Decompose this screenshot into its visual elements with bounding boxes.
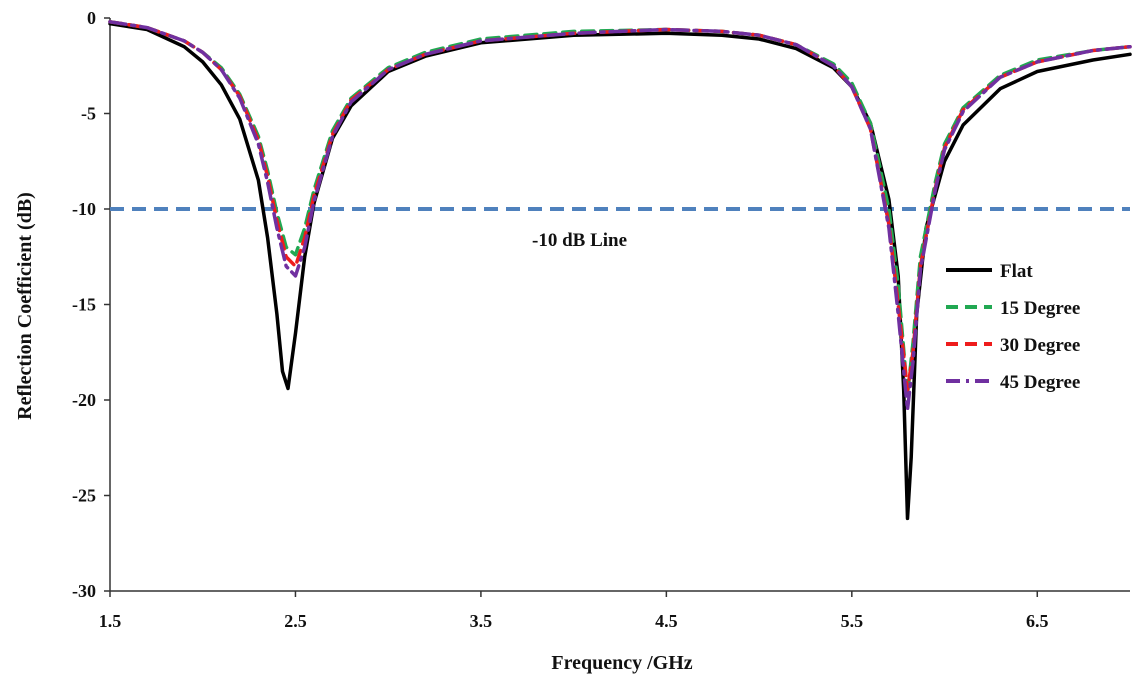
legend-label: 45 Degree: [1000, 372, 1080, 393]
y-tick-label: -20: [72, 390, 96, 410]
y-tick-label: -10: [72, 199, 96, 219]
x-tick-label: 4.5: [655, 611, 678, 631]
y-tick-label: -5: [81, 104, 96, 124]
x-tick-label: 3.5: [470, 611, 493, 631]
axes: [109, 18, 1130, 592]
x-tick-label: 2.5: [284, 611, 307, 631]
legend-label: 15 Degree: [1000, 298, 1080, 319]
y-tick-label: -15: [72, 295, 96, 315]
legend-label: Flat: [1000, 261, 1033, 282]
reference-line-annotation: -10 dB Line: [532, 230, 627, 251]
x-tick-label: 1.5: [99, 611, 122, 631]
tick-labels: 0 -5 -10 -15 -20 -25 -301.5 2.5 3.5 4.5 5.5 6.5: [72, 8, 1049, 631]
y-tick-label: -25: [72, 486, 96, 506]
legend: Flat 15 Degree 30 Degree 45 Degree: [946, 261, 1080, 393]
legend-label: 30 Degree: [1000, 335, 1080, 356]
x-tick-label: 6.5: [1026, 611, 1049, 631]
series-group: [108, 20, 1132, 521]
y-tick-label: -30: [72, 581, 96, 601]
y-axis-title: Reflection Coefficient (dB): [14, 192, 36, 420]
x-axis-title: Frequency /GHz: [551, 652, 692, 674]
y-tick-label: 0: [87, 8, 96, 28]
series-line-45-degree: [108, 20, 1132, 412]
x-tick-label: 5.5: [841, 611, 864, 631]
